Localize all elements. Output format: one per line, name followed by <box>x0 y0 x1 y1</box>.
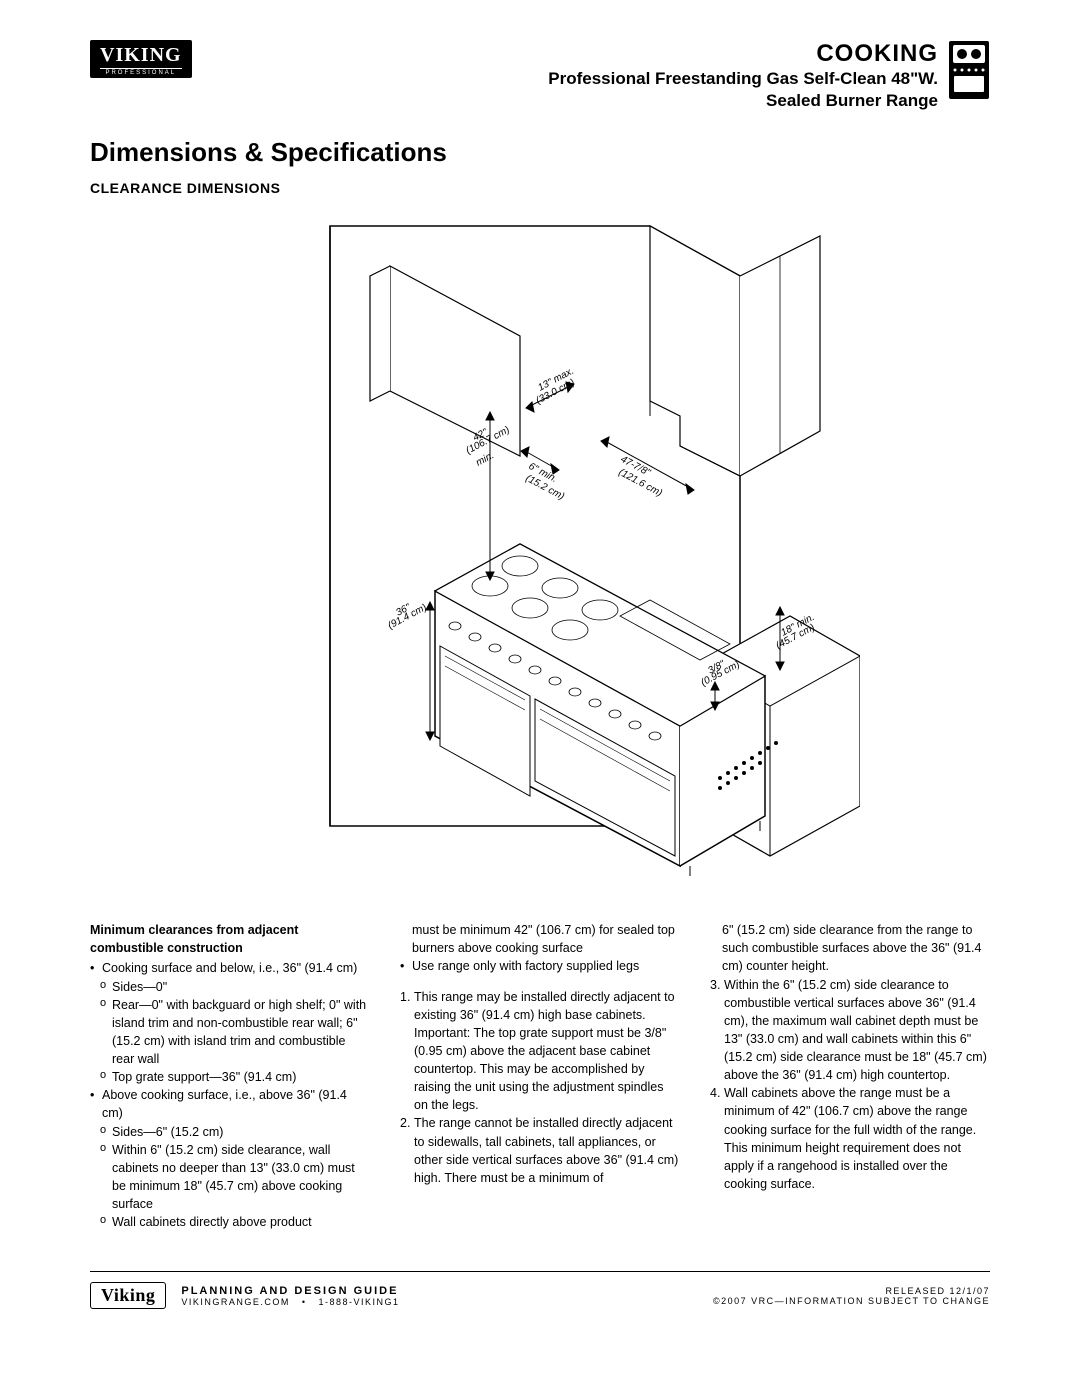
footer-copyright: ©2007 VRC—INFORMATION SUBJECT TO CHANGE <box>713 1296 990 1306</box>
footer-phone: 1-888-VIKING1 <box>319 1297 400 1307</box>
specs-columns: Minimum clearances from adjacent combust… <box>90 921 990 1231</box>
page: VIKING PROFESSIONAL COOKING Professional… <box>0 0 1080 1339</box>
clearance-diagram: 13" max. (33.0 cm) 42" (106.7 cm) min. 6… <box>90 216 990 891</box>
header-right: COOKING Professional Freestanding Gas Se… <box>548 40 990 112</box>
list-item: Sides—6" (15.2 cm) <box>90 1123 370 1141</box>
list-item: Above cooking surface, i.e., above 36" (… <box>90 1086 370 1122</box>
list-item: Wall cabinets directly above product <box>90 1213 370 1231</box>
category-title: COOKING <box>548 40 938 68</box>
column-1: Minimum clearances from adjacent combust… <box>90 921 370 1231</box>
footer-url: VIKINGRANGE.COM <box>181 1297 290 1307</box>
footer: Viking PLANNING AND DESIGN GUIDE VIKINGR… <box>90 1271 990 1309</box>
stove-icon <box>948 40 990 100</box>
list-item: Within 6" (15.2 cm) side clearance, wall… <box>90 1141 370 1214</box>
list-item: 2.The range cannot be installed directly… <box>400 1114 680 1187</box>
logo-subtext: PROFESSIONAL <box>100 70 182 76</box>
list-item: Rear—0" with backguard or high shelf; 0"… <box>90 996 370 1069</box>
product-name-line1: Professional Freestanding Gas Self-Clean… <box>548 68 938 90</box>
subsection-title: CLEARANCE DIMENSIONS <box>90 180 990 196</box>
list-item: must be minimum 42" (106.7 cm) for seale… <box>400 921 680 957</box>
list-item: Top grate support—36" (91.4 cm) <box>90 1068 370 1086</box>
list-item: Cooking surface and below, i.e., 36" (91… <box>90 959 370 977</box>
list-item: 3.Within the 6" (15.2 cm) side clearance… <box>710 976 990 1085</box>
product-name-line2: Sealed Burner Range <box>548 90 938 112</box>
brand-logo: VIKING PROFESSIONAL <box>90 40 192 78</box>
column-heading: Minimum clearances from adjacent combust… <box>90 921 370 957</box>
list-item: Use range only with factory supplied leg… <box>400 957 680 975</box>
section-title: Dimensions & Specifications <box>90 137 990 168</box>
footer-guide-title: PLANNING AND DESIGN GUIDE <box>181 1285 399 1297</box>
column-2: must be minimum 42" (106.7 cm) for seale… <box>400 921 680 1231</box>
list-item: 1.This range may be installed directly a… <box>400 988 680 1115</box>
logo-text: VIKING <box>100 44 182 69</box>
list-item: Sides—0" <box>90 978 370 996</box>
column-3: 6" (15.2 cm) side clearance from the ran… <box>710 921 990 1231</box>
list-item: 6" (15.2 cm) side clearance from the ran… <box>710 921 990 975</box>
footer-logo: Viking <box>90 1282 166 1309</box>
list-item: 4.Wall cabinets above the range must be … <box>710 1084 990 1193</box>
header: VIKING PROFESSIONAL COOKING Professional… <box>90 40 990 112</box>
footer-released: RELEASED 12/1/07 <box>713 1286 990 1296</box>
